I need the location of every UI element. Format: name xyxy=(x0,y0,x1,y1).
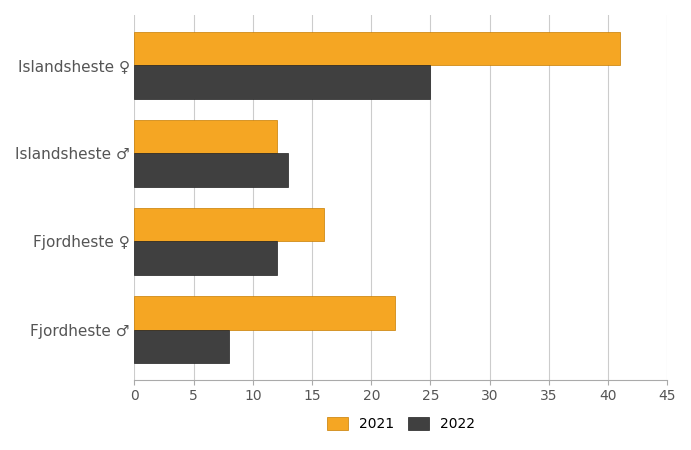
Bar xyxy=(135,65,430,99)
Bar xyxy=(135,208,324,241)
Bar xyxy=(135,32,620,65)
Bar xyxy=(135,153,288,187)
Legend: 2021, 2022: 2021, 2022 xyxy=(320,410,482,438)
Bar xyxy=(135,329,229,363)
Bar xyxy=(135,241,276,275)
Bar xyxy=(135,296,395,329)
Bar xyxy=(135,120,276,153)
